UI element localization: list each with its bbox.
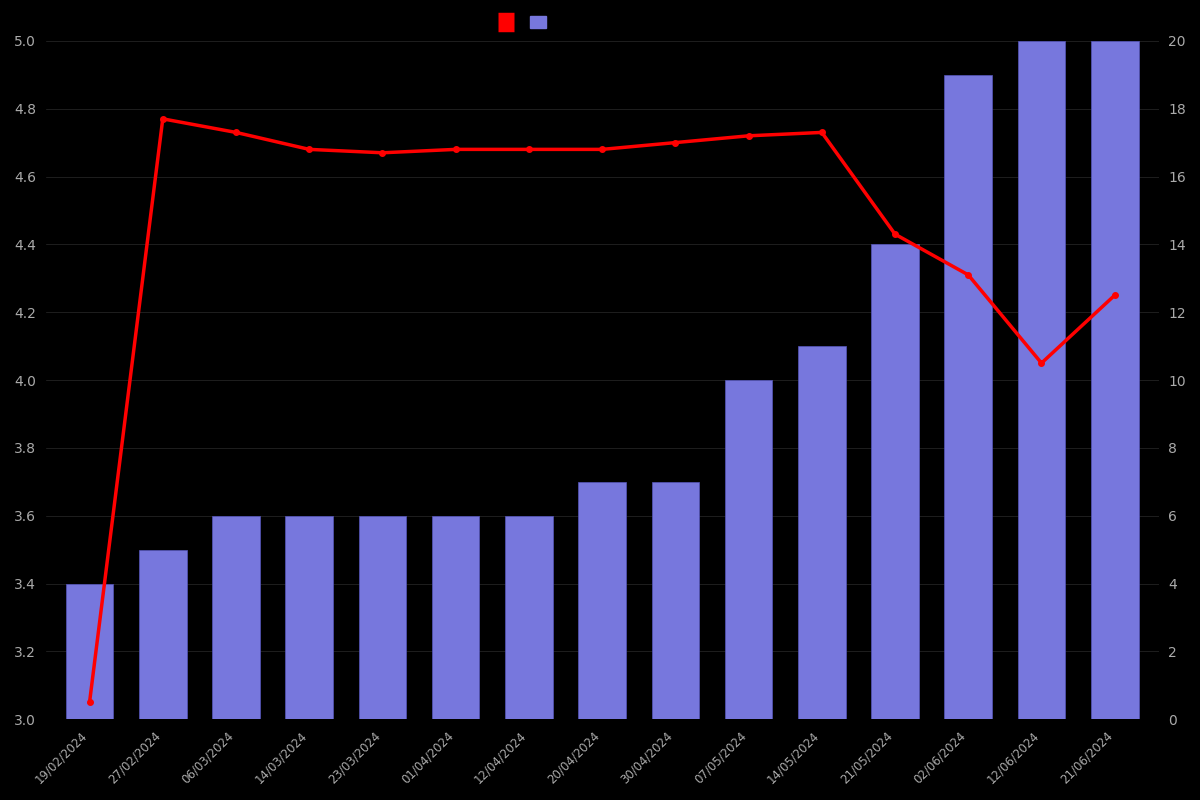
Bar [652, 482, 700, 800]
Bar [871, 244, 919, 800]
Bar [139, 550, 186, 800]
Bar [944, 74, 992, 800]
Bar [212, 516, 259, 800]
Bar [798, 346, 846, 800]
Bar [505, 516, 553, 800]
Bar [1091, 41, 1139, 800]
Bar [359, 516, 407, 800]
Bar [578, 482, 626, 800]
Bar [1018, 41, 1066, 800]
Bar [66, 583, 113, 800]
Legend: , : , [492, 10, 556, 35]
Bar [286, 516, 334, 800]
Bar [432, 516, 480, 800]
Bar [725, 380, 773, 800]
